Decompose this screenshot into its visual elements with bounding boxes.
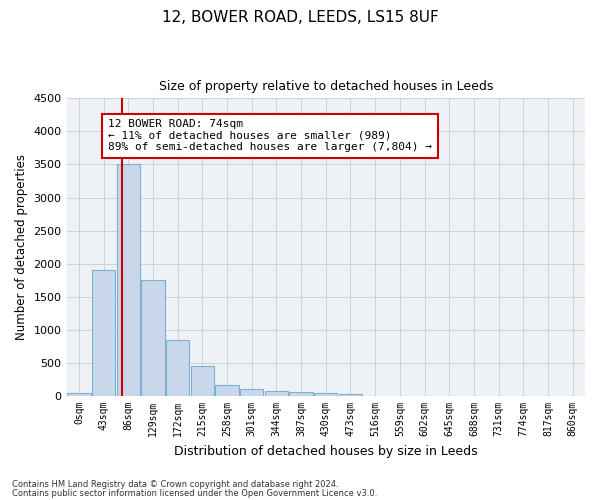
Bar — [191, 366, 214, 396]
Text: Contains HM Land Registry data © Crown copyright and database right 2024.: Contains HM Land Registry data © Crown c… — [12, 480, 338, 489]
Title: Size of property relative to detached houses in Leeds: Size of property relative to detached ho… — [158, 80, 493, 93]
X-axis label: Distribution of detached houses by size in Leeds: Distribution of detached houses by size … — [174, 444, 478, 458]
Bar — [141, 280, 164, 396]
Bar — [265, 392, 288, 396]
Bar — [314, 394, 337, 396]
Bar — [215, 385, 239, 396]
Y-axis label: Number of detached properties: Number of detached properties — [15, 154, 28, 340]
Bar — [339, 394, 362, 396]
Text: 12 BOWER ROAD: 74sqm
← 11% of detached houses are smaller (989)
89% of semi-deta: 12 BOWER ROAD: 74sqm ← 11% of detached h… — [108, 119, 432, 152]
Text: Contains public sector information licensed under the Open Government Licence v3: Contains public sector information licen… — [12, 488, 377, 498]
Bar — [289, 392, 313, 396]
Bar — [240, 390, 263, 396]
Bar — [166, 340, 190, 396]
Text: 12, BOWER ROAD, LEEDS, LS15 8UF: 12, BOWER ROAD, LEEDS, LS15 8UF — [161, 10, 439, 25]
Bar — [116, 164, 140, 396]
Bar — [92, 270, 115, 396]
Bar — [67, 392, 91, 396]
